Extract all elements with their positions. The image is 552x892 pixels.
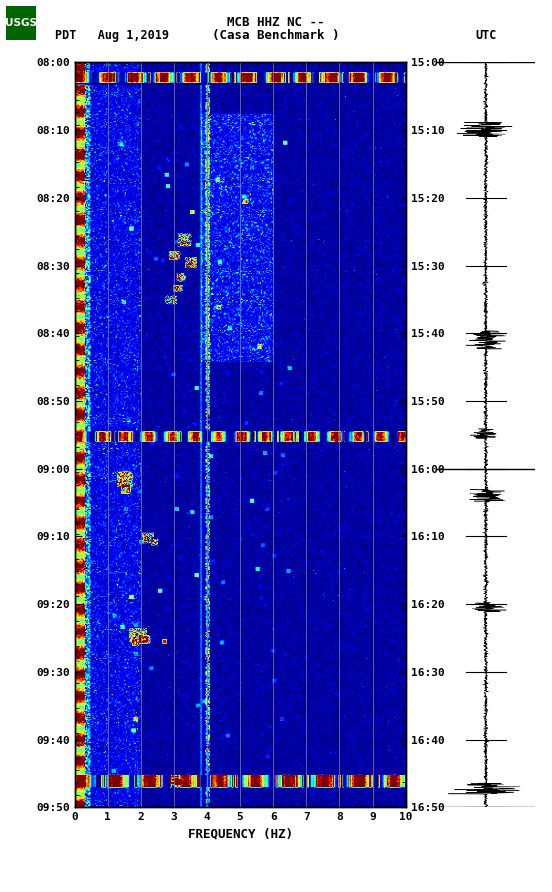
Text: USGS: USGS xyxy=(5,18,37,29)
Text: MCB HHZ NC --: MCB HHZ NC -- xyxy=(227,15,325,29)
X-axis label: FREQUENCY (HZ): FREQUENCY (HZ) xyxy=(188,828,293,840)
Text: (Casa Benchmark ): (Casa Benchmark ) xyxy=(213,29,339,42)
Text: UTC: UTC xyxy=(475,29,497,42)
Text: PDT   Aug 1,2019: PDT Aug 1,2019 xyxy=(55,29,169,42)
FancyBboxPatch shape xyxy=(6,6,36,40)
